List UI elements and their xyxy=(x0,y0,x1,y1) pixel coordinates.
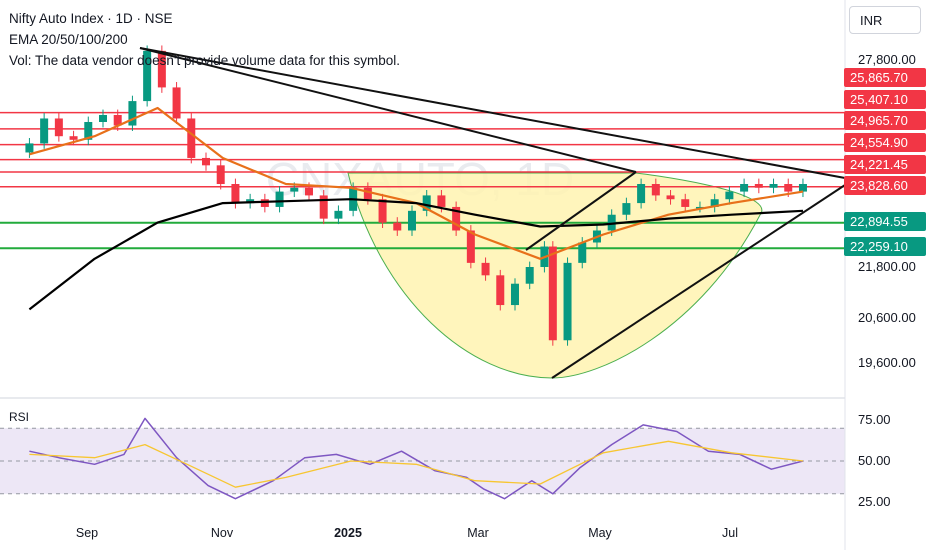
candle-body xyxy=(40,118,49,144)
candle-body xyxy=(84,121,93,140)
rsi-tick-label: 25.00 xyxy=(858,494,891,509)
candle-body xyxy=(695,206,704,209)
resistance-tag: 25,407.10 xyxy=(844,90,926,109)
support-tag: 22,894.55 xyxy=(844,212,926,231)
candle-body xyxy=(304,187,313,196)
candle-body xyxy=(437,195,446,207)
candle-body xyxy=(319,195,328,219)
rsi-legend[interactable]: RSI xyxy=(9,410,30,424)
candle-body xyxy=(216,165,225,185)
time-tick-label: Nov xyxy=(210,526,234,540)
candle-body xyxy=(187,118,196,158)
candle-body xyxy=(407,210,416,231)
time-tick-label: Mar xyxy=(467,526,489,540)
candles-layer xyxy=(25,45,807,346)
candle-body xyxy=(231,184,240,204)
candle-body xyxy=(201,157,210,166)
candle-body xyxy=(422,195,431,211)
volume-legend: Vol: The data vendor doesn't provide vol… xyxy=(9,53,401,68)
candle-body xyxy=(452,206,461,231)
candle-body xyxy=(563,262,572,341)
candle-body xyxy=(172,87,181,119)
candle-body xyxy=(651,184,660,196)
candle-body xyxy=(246,199,255,204)
candle-body xyxy=(578,242,587,263)
trendlines-layer xyxy=(139,47,846,379)
price-tick-label: 27,800.00 xyxy=(858,52,916,67)
rsi-layer xyxy=(0,417,845,500)
candle-body xyxy=(548,246,557,341)
ema-layer xyxy=(28,106,804,311)
rsi-ma-line xyxy=(29,440,804,488)
candle-body xyxy=(128,101,137,126)
chart-header: Nifty Auto Index · 1D · NSE EMA 20/50/10… xyxy=(9,8,400,71)
candle-body xyxy=(98,114,107,122)
rsi-tick-label: 75.00 xyxy=(858,412,891,427)
time-tick-label: Jul xyxy=(722,526,738,540)
candle-body xyxy=(54,118,63,137)
rsi-tick-label: 50.00 xyxy=(858,453,891,468)
candle-body xyxy=(637,184,646,204)
candle-body xyxy=(334,210,343,219)
candle-body xyxy=(681,199,690,207)
candle-body xyxy=(260,199,269,207)
time-tick-label: 2025 xyxy=(334,526,362,540)
candle-body xyxy=(622,203,631,215)
rsi-band xyxy=(0,428,845,494)
candle-body xyxy=(113,114,122,126)
candle-body xyxy=(798,184,807,192)
candle-body xyxy=(363,187,372,200)
candle-body xyxy=(481,262,490,276)
candle-body xyxy=(710,199,719,207)
time-tick-label: May xyxy=(588,526,612,540)
price-tick-label: 19,600.00 xyxy=(858,355,916,370)
candle-body xyxy=(510,283,519,306)
resistance-tag: 24,554.90 xyxy=(844,133,926,152)
currency-button[interactable]: INR xyxy=(849,6,921,34)
trendline xyxy=(525,171,637,251)
candle-body xyxy=(157,50,166,88)
candle-body xyxy=(740,184,749,192)
candle-body xyxy=(378,199,387,223)
candle-body xyxy=(275,191,284,207)
candle-body xyxy=(784,184,793,192)
candle-body xyxy=(754,184,763,188)
rsi-line xyxy=(29,417,804,500)
candle-body xyxy=(466,230,475,263)
trendline xyxy=(139,47,637,173)
candle-body xyxy=(25,143,34,153)
level-lines xyxy=(0,111,845,250)
candle-body xyxy=(607,214,616,231)
candle-body xyxy=(725,191,734,200)
support-tag: 22,259.10 xyxy=(844,237,926,256)
candle-body xyxy=(496,275,505,306)
candle-body xyxy=(393,222,402,231)
candle-body xyxy=(143,50,152,102)
resistance-tag: 25,865.70 xyxy=(844,68,926,87)
trendline xyxy=(139,47,846,179)
candle-body xyxy=(69,136,78,140)
ema-200-line xyxy=(28,198,804,311)
price-tick-label: 21,800.00 xyxy=(858,259,916,274)
candle-body xyxy=(666,195,675,200)
candle-body xyxy=(525,267,534,284)
resistance-tag: 24,965.70 xyxy=(844,111,926,130)
symbol-title[interactable]: Nifty Auto Index · 1D · NSE xyxy=(9,11,173,26)
resistance-tag: 23,828.60 xyxy=(844,176,926,195)
resistance-tag: 24,221.45 xyxy=(844,155,926,174)
candle-body xyxy=(769,184,778,188)
trendline xyxy=(551,184,846,379)
time-tick-label: Sep xyxy=(75,526,99,540)
ema-legend[interactable]: EMA 20/50/100/200 xyxy=(9,32,128,47)
candle-body xyxy=(290,187,299,192)
price-tick-label: 20,600.00 xyxy=(858,310,916,325)
